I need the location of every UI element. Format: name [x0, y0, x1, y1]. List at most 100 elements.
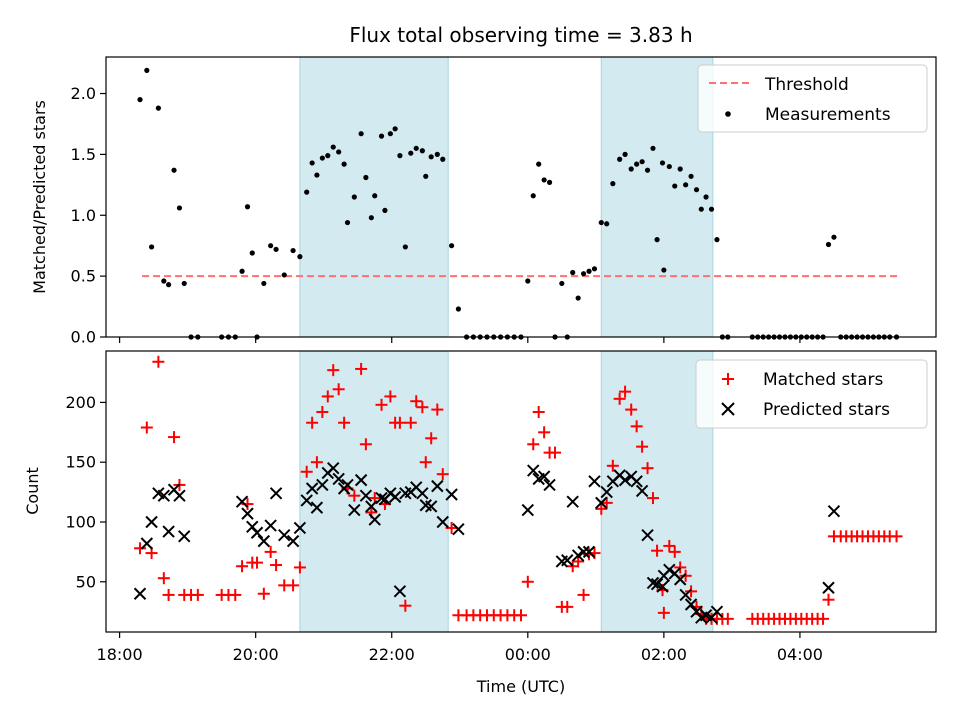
- x-tick-label: 04:00: [777, 645, 823, 664]
- data-point: [365, 500, 378, 513]
- data-point: [287, 579, 300, 592]
- data-point: [354, 473, 368, 487]
- data-point: [677, 166, 683, 172]
- data-point: [434, 151, 440, 157]
- data-point: [372, 193, 378, 199]
- data-point: [639, 159, 645, 165]
- data-point: [423, 173, 429, 179]
- data-point: [436, 468, 449, 481]
- data-point: [431, 479, 444, 493]
- data-point: [140, 421, 153, 434]
- data-point: [714, 237, 720, 243]
- data-point: [229, 588, 242, 601]
- data-point: [310, 501, 324, 514]
- data-point: [822, 593, 835, 606]
- data-point: [654, 237, 660, 243]
- data-point: [388, 490, 402, 504]
- data-point: [570, 269, 576, 276]
- data-point: [319, 155, 325, 161]
- data-point: [162, 525, 175, 538]
- y-tick-label: 0.5: [71, 267, 96, 286]
- data-point: [617, 156, 623, 162]
- data-point: [591, 266, 598, 272]
- data-point: [306, 416, 319, 429]
- data-point: [588, 475, 601, 488]
- data-point: [134, 542, 147, 555]
- data-point: [586, 268, 592, 274]
- data-point: [673, 573, 687, 586]
- data-point: [619, 385, 632, 398]
- shaded-interval-1: [600, 56, 714, 338]
- data-point: [305, 482, 319, 495]
- top-x-ticks: [119, 337, 801, 343]
- data-point: [236, 560, 249, 573]
- data-point: [635, 484, 649, 498]
- data-point: [577, 545, 590, 559]
- data-point: [537, 470, 551, 483]
- data-point: [257, 587, 270, 600]
- data-point: [419, 148, 425, 154]
- data-point: [666, 163, 672, 170]
- data-point: [304, 189, 310, 195]
- data-point: [685, 585, 698, 598]
- data-point: [559, 280, 565, 287]
- data-point: [445, 488, 458, 501]
- data-point: [684, 598, 698, 611]
- data-point: [572, 555, 585, 568]
- x-tick-label: 22:00: [369, 645, 415, 664]
- data-point: [549, 446, 562, 459]
- data-point: [162, 588, 175, 601]
- data-point: [630, 475, 643, 488]
- matched-legend-label: Matched stars: [763, 370, 883, 390]
- data-point: [413, 145, 419, 151]
- data-point: [239, 268, 245, 274]
- data-point: [235, 495, 249, 508]
- data-point: [408, 150, 414, 156]
- data-point: [525, 278, 531, 284]
- data-point: [402, 244, 408, 250]
- data-point: [327, 364, 340, 377]
- data-point: [536, 161, 542, 167]
- data-point: [309, 160, 315, 166]
- data-point: [310, 456, 323, 469]
- data-point: [646, 492, 659, 505]
- data-point: [178, 530, 191, 543]
- data-point: [410, 395, 423, 408]
- data-point: [351, 194, 357, 200]
- data-point: [538, 426, 551, 439]
- data-point: [650, 145, 656, 151]
- data-point: [348, 503, 361, 517]
- data-point: [168, 431, 181, 444]
- data-point: [152, 355, 165, 368]
- x-tick-label: 20:00: [233, 645, 279, 664]
- data-point: [137, 97, 143, 103]
- data-point: [710, 605, 724, 618]
- data-point: [321, 390, 334, 403]
- data-point: [663, 539, 676, 552]
- data-point: [419, 456, 432, 469]
- data-point: [817, 612, 830, 625]
- matched-legend-swatch: [722, 373, 734, 385]
- data-point: [157, 489, 171, 502]
- data-point: [604, 221, 610, 227]
- data-point: [332, 383, 345, 396]
- chart-title: Flux total observing time = 3.83 h: [349, 23, 692, 47]
- data-point: [316, 405, 329, 418]
- data-point: [338, 416, 351, 429]
- data-point: [273, 246, 279, 252]
- y-tick-label: 150: [65, 453, 96, 472]
- data-point: [148, 244, 155, 250]
- data-point: [264, 519, 277, 532]
- data-point: [646, 576, 660, 590]
- data-point: [268, 243, 274, 249]
- data-point: [436, 515, 449, 529]
- data-point: [161, 278, 167, 284]
- data-point: [595, 496, 608, 510]
- data-point: [530, 193, 536, 199]
- data-point: [672, 183, 678, 189]
- top-legend-box: [697, 64, 928, 133]
- data-point: [668, 545, 681, 558]
- data-point: [416, 401, 429, 414]
- data-point: [425, 432, 438, 445]
- data-point: [257, 534, 271, 548]
